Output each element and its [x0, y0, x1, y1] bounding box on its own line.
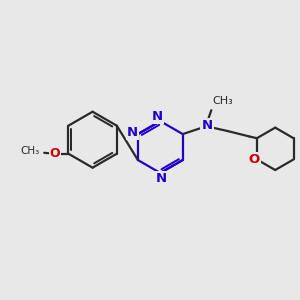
- Text: N: N: [127, 126, 138, 139]
- Text: N: N: [201, 119, 212, 132]
- Text: CH₃: CH₃: [213, 96, 233, 106]
- Text: N: N: [156, 172, 167, 185]
- Text: O: O: [249, 153, 260, 166]
- Text: CH₃: CH₃: [20, 146, 40, 156]
- Text: O: O: [50, 147, 60, 160]
- Text: N: N: [152, 110, 163, 123]
